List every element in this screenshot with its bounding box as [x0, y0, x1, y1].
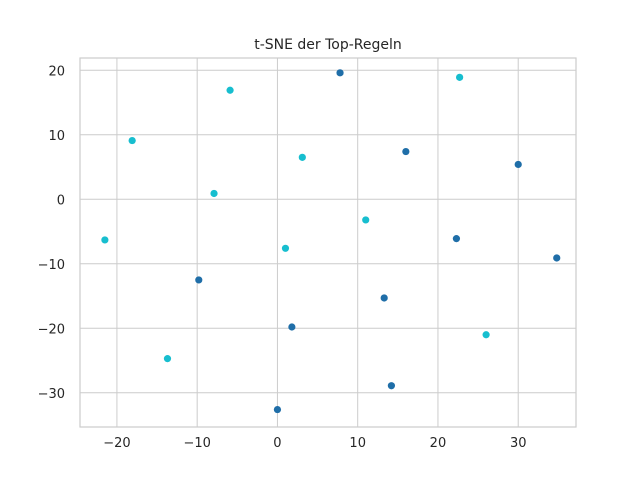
scatter-point	[553, 254, 561, 262]
scatter-point	[456, 73, 464, 81]
scatter-point	[288, 323, 296, 331]
scatter-point	[128, 136, 136, 145]
scatter-point	[163, 355, 172, 363]
scatter-point	[482, 331, 490, 339]
scatter-point	[380, 294, 388, 302]
scatter-point	[336, 69, 344, 77]
scatter-point	[298, 153, 306, 161]
scatter-point	[226, 86, 234, 94]
y-tick-label: −30	[38, 387, 65, 402]
scatter-point	[273, 405, 282, 414]
x-tick-label: 0	[273, 436, 281, 451]
scatter-point	[402, 147, 410, 156]
scatter-point	[281, 244, 290, 252]
y-tick-label: 10	[48, 129, 65, 144]
tick-labels: −20 −10 0 10 20 30 −30 −20 −10 0 10 20	[38, 64, 527, 451]
scatter-point	[452, 235, 461, 243]
scatter-point	[101, 236, 109, 244]
y-tick-label: −10	[38, 258, 65, 273]
x-tick-label: 30	[510, 436, 527, 451]
scatter-point	[195, 276, 203, 284]
grid	[80, 58, 576, 427]
y-tick-label: 20	[48, 64, 65, 79]
scatter-point	[362, 216, 370, 224]
y-tick-label: −20	[38, 322, 65, 337]
y-tick-label: 0	[57, 193, 65, 208]
scatter-point	[210, 189, 218, 198]
plot-frame	[79, 57, 577, 428]
x-tick-label: 20	[430, 436, 447, 451]
scatter-point	[514, 160, 522, 169]
data-points	[101, 69, 561, 414]
x-tick-label: −10	[183, 436, 210, 451]
chart-title: t-SNE der Top-Regeln	[254, 37, 402, 53]
x-tick-label: −20	[103, 436, 130, 451]
x-tick-label: 10	[349, 436, 366, 451]
scatter-point	[387, 382, 396, 390]
